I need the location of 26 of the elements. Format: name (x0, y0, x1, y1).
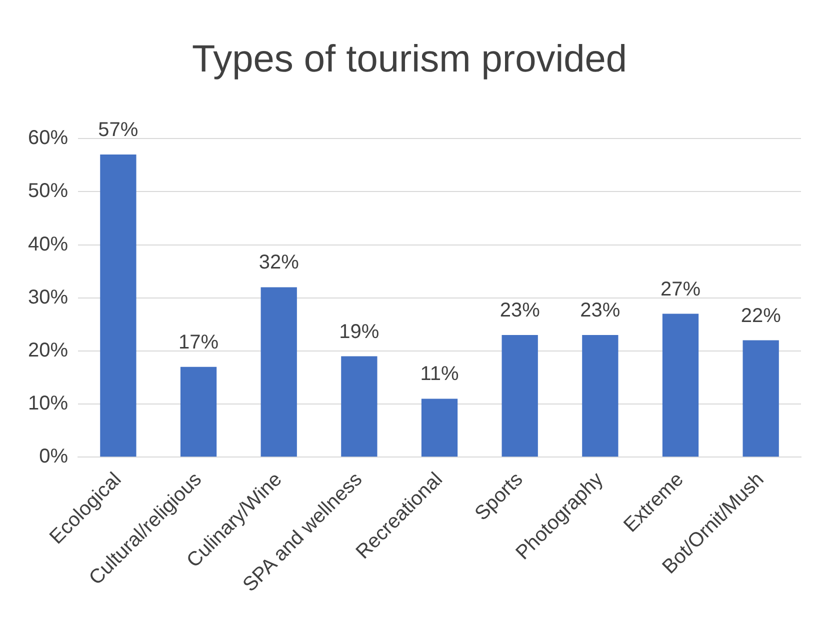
data-label: 11% (420, 363, 460, 386)
y-tick-label: 10% (28, 392, 68, 415)
bar (742, 340, 779, 457)
bar (662, 314, 699, 457)
bar (100, 154, 136, 457)
y-tick-label: 40% (28, 233, 68, 256)
y-tick-label: 60% (28, 127, 68, 150)
y-tick-label: 0% (39, 446, 68, 468)
bar (341, 356, 378, 457)
chart-title: Types of tourism provided (192, 38, 628, 80)
data-label: 27% (660, 278, 701, 300)
data-label: 17% (178, 331, 219, 354)
data-label: 23% (500, 300, 540, 322)
bar (502, 335, 538, 457)
y-tick-label: 20% (28, 339, 68, 362)
bar (260, 287, 297, 457)
y-tick-label: 30% (28, 286, 68, 308)
bar (582, 335, 618, 457)
bar (421, 398, 458, 457)
data-label: 22% (740, 304, 782, 327)
data-label: 32% (258, 252, 300, 274)
data-label: 23% (580, 300, 620, 322)
y-tick-label: 50% (28, 180, 68, 202)
data-label: 19% (339, 320, 380, 343)
data-label: 57% (98, 119, 138, 142)
bar (180, 366, 217, 457)
